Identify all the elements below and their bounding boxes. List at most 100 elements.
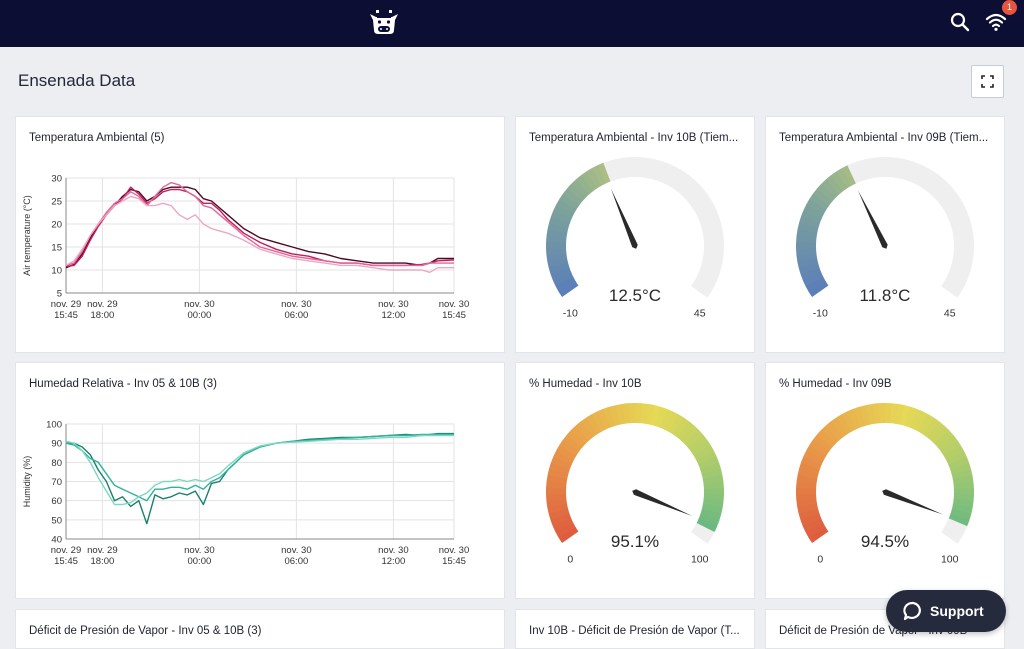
gauge-fill-segment [678,426,683,430]
gauge-fill-segment [810,270,812,276]
x-tick-label: nov. 30 [378,545,408,556]
gauge-fill-segment [571,441,575,446]
gauge-fill-segment [842,423,848,426]
fullscreen-icon [972,66,1003,97]
gauge-track-segment [702,205,705,211]
gauge-track-segment [942,191,946,196]
cow-icon[interactable] [367,8,401,36]
x-tick-label: 18:00 [90,556,114,567]
gauge-track-segment [896,168,902,169]
gauge-fill-segment [674,423,679,426]
gauge-track-segment [862,169,868,171]
gauge-fill-segment [711,472,712,478]
wifi-icon[interactable] [985,11,1007,33]
gauge-fill-segment [668,420,674,423]
gauge-track-segment [710,220,712,226]
gauge-fill-segment [952,451,955,457]
gauge-fill-segment [902,415,908,417]
y-tick-label: 30 [51,174,62,185]
gauge-fill-segment [946,441,950,446]
gauge-fill-segment [574,190,578,195]
gauge-fill-segment [847,174,853,177]
gauge-track-segment [702,527,705,533]
gauge-track-segment [963,231,964,237]
card-title: Déficit de Presión de Vapor - Inv 05 & 1… [29,625,261,637]
gauge-fill-segment [808,511,810,517]
top-bar: 1 [0,0,1024,47]
gauge-fill-segment [852,418,858,420]
gauge-fill-segment [812,455,815,461]
gauge-fill-segment [602,418,608,420]
gauge-track-segment [960,220,962,226]
gauge-track-segment [952,281,955,287]
gauge-fill-segment [918,420,924,423]
gauge-fill-segment [807,471,808,477]
gauge-track-segment [891,167,897,168]
gauge-fill-segment [814,527,817,533]
x-tick-label: 15:45 [442,556,466,567]
gauge-fill-segment [713,500,714,506]
gauge-fill-segment [807,505,808,511]
gauge-fill-segment [807,225,808,231]
x-tick-label: 00:00 [187,556,211,567]
gauge-track-segment [918,174,924,177]
x-tick-label: 12:00 [381,310,405,321]
gauge-fill-segment [578,433,583,437]
gauge-track-segment [678,180,683,184]
y-tick-label: 90 [51,439,62,450]
gauge-fill-segment [808,265,810,271]
gauge-fill-segment [560,460,562,466]
gauge-fill-segment [663,418,669,421]
gauge-fill-segment [713,477,714,483]
gauge-fill-segment [810,460,812,466]
gauge-fill-segment [592,423,598,426]
gauge-min-label: -10 [563,307,578,319]
x-tick-label: nov. 30 [439,545,469,556]
x-tick-label: nov. 30 [184,299,214,310]
gauge-fill-segment [699,446,703,451]
gauge-fill-segment [568,199,572,204]
gauge-track-segment [958,271,960,277]
gauge-fill-segment [814,281,817,287]
gauge-track-segment [674,177,679,180]
gauge-fill-segment [812,209,815,215]
gauge-fill-segment [958,461,960,467]
gauge-track-segment [711,226,712,232]
gauge-fill-segment [961,506,962,512]
temp-10b-gauge-card: Temperatura Ambiental - Inv 10B (Tiem...… [515,116,755,353]
gauge-track-segment [868,168,874,169]
gauge-fill-segment [896,414,902,415]
gauge-value: 94.5% [861,532,909,551]
y-tick-label: 70 [51,477,62,488]
gauge-fill-segment [597,174,603,177]
x-tick-label: nov. 29 [87,299,117,310]
gauge-needle [858,190,888,248]
gauge-track-segment [668,174,674,177]
gauge-fill-segment [891,413,897,414]
gauge-track-segment [705,276,708,282]
support-button[interactable]: Support [886,590,1006,632]
gauge-max-label: 100 [691,553,709,565]
gauge-fill-segment [602,172,608,174]
gauge-fill-segment [809,465,811,471]
gauge-track-segment [618,168,624,169]
gauge-fill-segment [574,436,578,441]
y-tick-label: 10 [51,266,62,277]
gauge-fill-segment [837,180,842,184]
gauge-fill-segment [806,482,807,488]
x-tick-label: nov. 30 [281,299,311,310]
vpd-10b-card: Inv 10B - Déficit de Presión de Vapor (T… [515,609,755,649]
x-tick-label: nov. 29 [87,545,117,556]
gauge-fill-segment [960,466,962,472]
gauge-value: 11.8°C [860,286,911,305]
fullscreen-button[interactable] [971,65,1004,98]
gauge-fill-segment [683,429,688,433]
gauge-track-segment [663,172,669,175]
search-icon[interactable] [949,11,971,33]
y-tick-label: 40 [51,535,62,546]
gauge-fill-segment [624,413,630,414]
gauge-fill-segment [818,199,822,204]
